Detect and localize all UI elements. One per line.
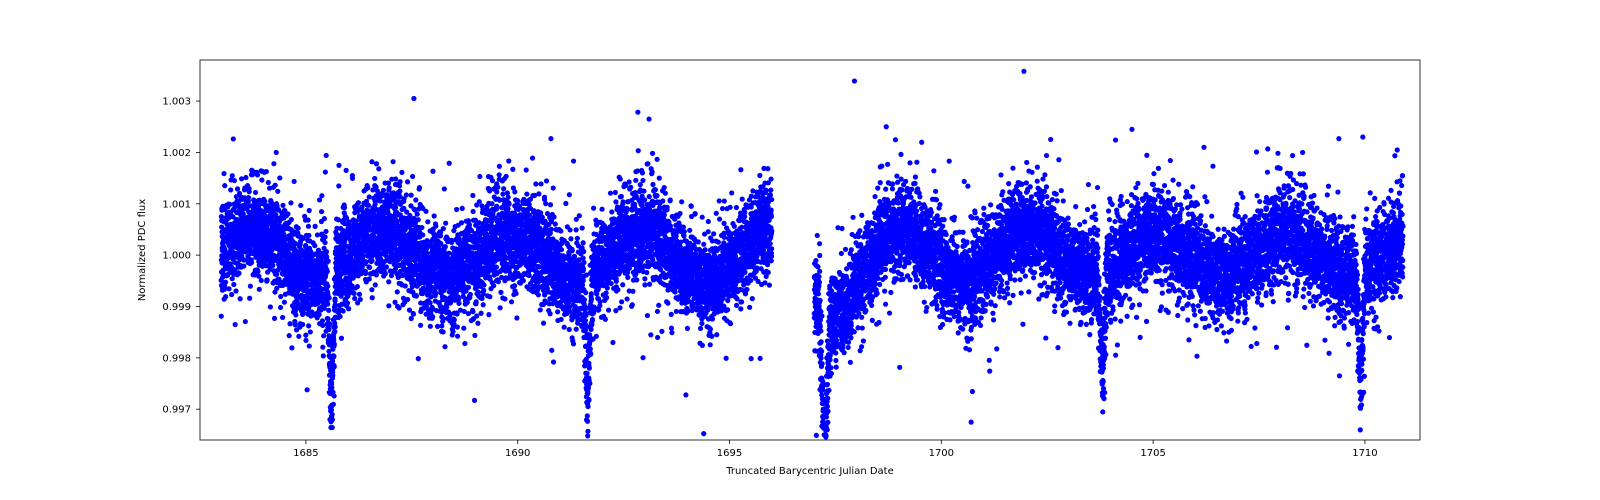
x-tick-label: 1710: [1352, 448, 1377, 459]
y-tick-label: 1.001: [162, 199, 191, 210]
x-tick-label: 1705: [1140, 448, 1165, 459]
y-tick-label: 0.998: [162, 353, 191, 364]
x-tick-label: 1685: [293, 448, 318, 459]
y-tick-label: 0.999: [162, 302, 191, 313]
x-tick-label: 1690: [505, 448, 530, 459]
y-tick-label: 1.002: [162, 148, 191, 159]
scatter-plot-svg: 1685 1690 1695 1700 1705 1710 Truncated Baryce…: [0, 0, 1600, 500]
x-axis-label: Truncated Barycentric Julian Date: [725, 466, 894, 477]
light-curve-scatter-chart: 1685 1690 1695 1700 1705 1710 Truncated Baryce…: [0, 0, 1600, 500]
y-tick-label: 0.997: [162, 405, 191, 416]
x-tick-label: 1695: [717, 448, 742, 459]
x-tick-label: 1700: [929, 448, 954, 459]
y-tick-label: 1.000: [162, 251, 191, 262]
y-axis-label: Normalized PDC flux: [137, 199, 148, 301]
y-tick-label: 1.003: [162, 97, 191, 108]
